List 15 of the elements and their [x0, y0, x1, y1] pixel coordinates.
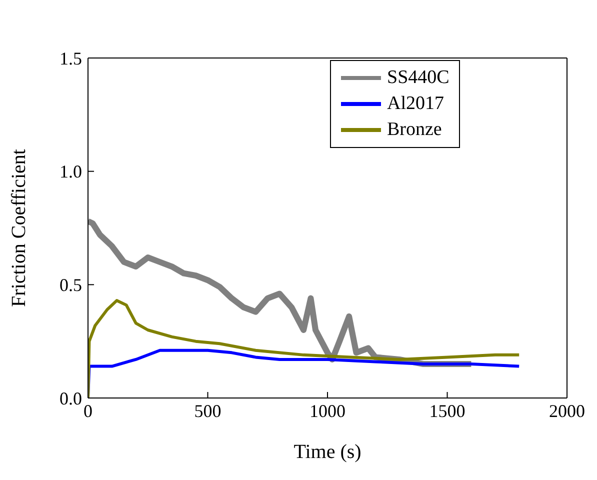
y-tick-label: 1.5 — [60, 48, 82, 68]
legend-label: Al2017 — [387, 92, 444, 116]
legend-label: Bronze — [387, 118, 442, 142]
x-axis-title: Time (s) — [294, 441, 362, 463]
x-tick-label: 500 — [194, 400, 222, 421]
x-tick-label: 1000 — [310, 400, 346, 421]
y-tick-label: 1.0 — [60, 162, 82, 182]
y-axis-title: Friction Coefficient — [8, 148, 30, 307]
x-tick-label: 0 — [84, 400, 92, 421]
y-tick-label: 0.5 — [60, 275, 82, 296]
legend-label: SS440C — [387, 66, 450, 90]
line-series — [88, 299, 521, 398]
y-tick-label: 0.0 — [60, 388, 82, 408]
x-tick-label: 2000 — [549, 400, 585, 421]
x-tick-label: 1500 — [429, 400, 466, 421]
